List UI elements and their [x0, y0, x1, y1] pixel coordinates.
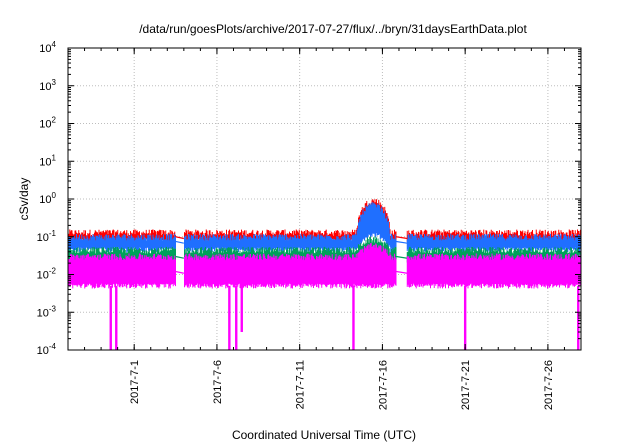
x-tick-label: 2017-7-6: [212, 360, 224, 404]
chart-title: /data/run/goesPlots/archive/2017-07-27/f…: [139, 22, 527, 36]
y-axis: 10-4 10-3 10-2 10-1 100 101 102 103 104: [37, 40, 581, 357]
y-tick-label: 103: [39, 78, 56, 93]
y-tick-label: 104: [39, 40, 56, 55]
y-axis-label: cSv/day: [17, 178, 31, 221]
x-tick-label: 2017-7-1: [129, 360, 141, 404]
series-band: [68, 243, 581, 289]
plot-frame: [67, 47, 582, 351]
y-tick-label: 10-2: [37, 267, 57, 282]
series-gap-bridge: [175, 240, 408, 244]
series-dropout: [463, 285, 467, 350]
x-tick-label: 2017-7-16: [377, 360, 389, 410]
y-tick-label: 102: [39, 116, 56, 131]
series-band: [68, 201, 581, 253]
x-axis: 2017-7-1 2017-7-6 2017-7-11 2017-7-16 2017-7…: [67, 48, 582, 410]
series-dropout: [240, 285, 243, 332]
series-gap-bridge: [175, 236, 408, 240]
y-tick-label: 10-1: [37, 229, 57, 244]
y-tick-label: 10-4: [37, 342, 57, 357]
series-gap-bridge: [175, 255, 408, 259]
plot-area: [68, 199, 581, 350]
x-tick-label: 2017-7-11: [295, 360, 307, 409]
series-dropout: [228, 285, 231, 350]
x-tick-label: 2017-7-26: [543, 360, 555, 410]
x-tick-label: 2017-7-21: [460, 360, 472, 410]
series-dropout: [109, 285, 112, 350]
y-tick-label: 101: [39, 153, 56, 168]
y-tick-label: 10-3: [37, 304, 57, 319]
series-gap-bridge: [175, 270, 408, 274]
grid: [68, 47, 581, 351]
series-dropout: [115, 285, 118, 350]
series-dropout: [235, 285, 238, 350]
x-axis-label: Coordinated Universal Time (UTC): [232, 428, 416, 442]
series-dropout: [352, 285, 355, 350]
y-tick-label: 100: [39, 191, 56, 206]
